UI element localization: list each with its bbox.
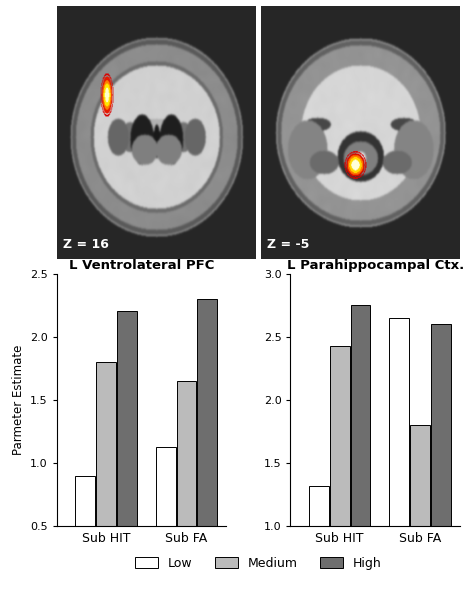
Title: L Ventrolateral PFC: L Ventrolateral PFC — [69, 259, 214, 272]
Legend: Low, Medium, High: Low, Medium, High — [130, 552, 386, 574]
Bar — [176, 381, 196, 590]
Bar — [410, 425, 430, 597]
Text: Z = 16: Z = 16 — [63, 238, 109, 251]
Y-axis label: Parmeter Estimate: Parmeter Estimate — [11, 345, 25, 455]
Bar — [351, 305, 370, 597]
Bar — [309, 486, 329, 597]
Bar — [156, 447, 175, 590]
Bar — [96, 362, 116, 590]
Bar — [389, 318, 409, 597]
Bar — [431, 324, 451, 597]
Bar — [117, 312, 137, 590]
Bar — [197, 299, 217, 590]
Bar — [75, 476, 95, 590]
Bar — [330, 346, 349, 597]
Title: L Parahippocampal Ctx.: L Parahippocampal Ctx. — [286, 259, 464, 272]
Text: Z = -5: Z = -5 — [267, 238, 310, 251]
